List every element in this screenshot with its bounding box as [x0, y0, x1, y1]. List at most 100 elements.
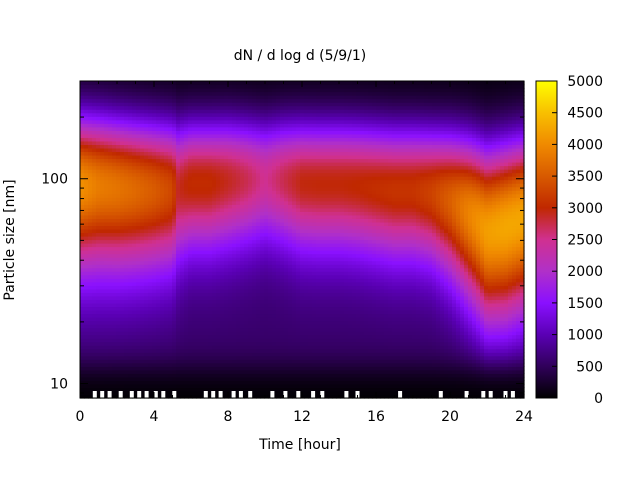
heatmap-cell	[268, 341, 273, 346]
heatmap-cell	[244, 359, 249, 364]
heatmap-cell	[204, 383, 209, 389]
heatmap-cell	[296, 186, 301, 191]
heatmap-cell	[128, 193, 133, 198]
heatmap-cell	[208, 320, 213, 325]
heatmap-cell	[152, 214, 157, 219]
heatmap-cell	[236, 140, 241, 145]
heatmap-cell	[164, 193, 169, 198]
heatmap-cell	[108, 91, 113, 96]
heatmap-cell	[188, 214, 193, 219]
heatmap-cell	[84, 126, 89, 131]
heatmap-cell	[224, 257, 229, 262]
heatmap-cell	[160, 235, 165, 241]
heatmap-cell	[264, 221, 269, 227]
heatmap-cell	[88, 158, 93, 163]
heatmap-cell	[88, 373, 93, 378]
heatmap-cell	[96, 359, 101, 364]
heatmap-cell	[256, 162, 261, 167]
heatmap-cell	[144, 387, 149, 392]
heatmap-cell	[240, 264, 245, 269]
heatmap-cell	[160, 327, 165, 332]
heatmap-cell	[160, 126, 165, 131]
heatmap-cell	[268, 331, 273, 336]
heatmap-cell	[288, 345, 293, 350]
heatmap-cell	[244, 165, 249, 170]
heatmap-cell	[248, 383, 253, 389]
heatmap-cell	[176, 288, 181, 293]
heatmap-cell	[200, 292, 205, 297]
heatmap-cell	[152, 221, 157, 227]
heatmap-cell	[116, 95, 121, 100]
heatmap-cell	[128, 257, 133, 262]
heatmap-cell	[132, 200, 137, 205]
heatmap-cell	[192, 345, 197, 350]
heatmap-cell	[156, 299, 161, 304]
heatmap-cell	[280, 302, 285, 308]
heatmap-cell	[200, 88, 205, 93]
heatmap-cell	[124, 154, 129, 160]
heatmap-cell	[80, 154, 85, 160]
heatmap-cell	[140, 154, 145, 160]
heatmap-cell	[152, 316, 157, 322]
heatmap-cell	[284, 373, 289, 378]
heatmap-cell	[196, 88, 201, 93]
heatmap-cell	[112, 158, 117, 163]
heatmap-cell	[268, 214, 273, 219]
heatmap-cell	[208, 221, 213, 227]
heatmap-cell	[180, 130, 185, 135]
heatmap-cell	[252, 183, 257, 188]
heatmap-cell	[160, 352, 165, 357]
heatmap-cell	[80, 380, 85, 385]
heatmap-cell	[252, 246, 257, 251]
heatmap-cell	[184, 302, 189, 308]
heatmap-cell	[248, 130, 253, 135]
heatmap-cell	[164, 320, 169, 325]
heatmap-cell	[300, 288, 305, 293]
heatmap-cell	[96, 369, 101, 374]
heatmap-cell	[124, 197, 129, 202]
heatmap-cell	[212, 162, 217, 167]
heatmap-cell	[192, 193, 197, 198]
heatmap-cell	[80, 211, 85, 216]
heatmap-cell	[192, 109, 197, 114]
heatmap-cell	[124, 376, 129, 381]
heatmap-cell	[84, 133, 89, 138]
heatmap-cell	[160, 274, 165, 279]
heatmap-cell	[96, 246, 101, 251]
heatmap-cell	[124, 95, 129, 100]
heatmap-cell	[80, 130, 85, 135]
heatmap-cell	[292, 324, 297, 329]
heatmap-cell	[260, 183, 265, 188]
heatmap-cell	[300, 302, 305, 308]
heatmap-cell	[220, 271, 225, 276]
heatmap-cell	[204, 102, 209, 107]
heatmap-cell	[136, 172, 141, 177]
heatmap-cell	[264, 390, 269, 396]
heatmap-cell	[280, 352, 285, 357]
heatmap-cell	[296, 334, 301, 339]
heatmap-cell	[216, 341, 221, 346]
heatmap-cell	[272, 116, 277, 121]
heatmap-cell	[220, 320, 225, 325]
heatmap-cell	[128, 232, 133, 237]
heatmap-cell	[140, 288, 145, 293]
heatmap-cell	[144, 334, 149, 339]
heatmap-cell	[184, 172, 189, 177]
heatmap-cell	[132, 109, 137, 114]
heatmap-cell	[292, 267, 297, 272]
heatmap-cell	[260, 218, 265, 223]
heatmap-cell	[124, 331, 129, 336]
heatmap-cell	[284, 338, 289, 343]
heatmap-cell	[148, 390, 153, 396]
heatmap-cell	[160, 288, 165, 293]
heatmap-cell	[84, 239, 89, 244]
heatmap-cell	[144, 119, 149, 124]
heatmap-cell	[180, 81, 185, 86]
heatmap-cell	[92, 165, 97, 170]
heatmap-cell	[284, 211, 289, 216]
heatmap-cell	[204, 292, 209, 297]
heatmap-cell	[196, 292, 201, 297]
heatmap-cell	[84, 320, 89, 325]
heatmap-cell	[160, 221, 165, 227]
heatmap-cell	[256, 144, 261, 149]
